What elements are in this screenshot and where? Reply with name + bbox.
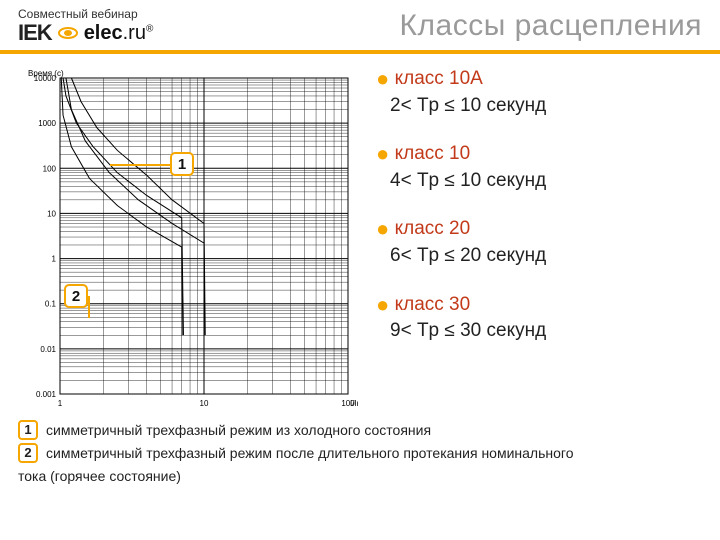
legend: 1 симметричный трехфазный режим из холодн… [0, 414, 720, 487]
class-name: класс 10А [395, 68, 483, 89]
trip-curve-chart: 1000010001001010.10.010.001110100Время (… [18, 64, 358, 414]
chart-marker-2: 2 [64, 284, 88, 308]
accent-rule [0, 50, 720, 54]
webinar-label: Совместный вебинар [18, 8, 153, 20]
legend-row-1: 1 симметричный трехфазный режим из холодн… [18, 420, 702, 441]
chart-marker-1: 1 [170, 152, 194, 176]
class-name: класс 10 [395, 143, 471, 164]
svg-text:0.01: 0.01 [40, 345, 56, 354]
class-name: класс 30 [395, 294, 471, 315]
class-sub: 4< Tp ≤ 10 секунд [390, 170, 546, 191]
class-sub: 6< Tp ≤ 20 секунд [390, 245, 546, 266]
content: 1000010001001010.10.010.001110100Время (… [0, 64, 720, 414]
logo-block: Совместный вебинар IEK elec.ru® [18, 8, 153, 44]
svg-text:10: 10 [200, 399, 209, 408]
bullet-icon: ● [376, 66, 389, 91]
svg-text:1000: 1000 [38, 119, 56, 128]
class-item-2: ● класс 20 6< Tp ≤ 20 секунд [376, 216, 702, 269]
class-name: класс 20 [395, 218, 471, 239]
class-item-0: ● класс 10А 2< Tp ≤ 10 секунд [376, 66, 702, 119]
svg-text:1: 1 [58, 399, 63, 408]
elec-logo: elec.ru® [84, 23, 154, 43]
bullet-icon: ● [376, 216, 389, 241]
svg-text:I/Iн: I/Iн [350, 399, 358, 408]
svg-text:10: 10 [47, 209, 56, 218]
page-title: Классы расцепления [153, 9, 702, 43]
svg-text:100: 100 [43, 164, 57, 173]
logos-row: IEK elec.ru® [18, 22, 153, 44]
swoosh-icon [58, 25, 78, 41]
svg-text:1: 1 [52, 255, 57, 264]
legend-marker: 1 [18, 420, 38, 440]
svg-text:Время (с): Время (с) [28, 69, 64, 78]
class-sub: 9< Tp ≤ 30 секунд [390, 320, 546, 341]
header: Совместный вебинар IEK elec.ru® Классы р… [0, 0, 720, 48]
class-list: ● класс 10А2< Tp ≤ 10 секунд● класс 104<… [376, 64, 702, 414]
bullet-icon: ● [376, 141, 389, 166]
chart-svg: 1000010001001010.10.010.001110100Время (… [18, 64, 358, 414]
legend-row-2: 2 симметричный трехфазный режим после дли… [18, 443, 702, 464]
class-item-3: ● класс 30 9< Tp ≤ 30 секунд [376, 292, 702, 345]
class-item-1: ● класс 10 4< Tp ≤ 10 секунд [376, 141, 702, 194]
legend-continuation: тока (горячее состояние) [18, 466, 702, 487]
bullet-icon: ● [376, 292, 389, 317]
svg-text:0.001: 0.001 [36, 390, 57, 399]
legend-marker: 2 [18, 443, 38, 463]
legend-text: симметричный трехфазный режим из холодно… [46, 420, 702, 441]
class-sub: 2< Tp ≤ 10 секунд [390, 95, 546, 116]
legend-text: симметричный трехфазный режим после длит… [46, 443, 702, 464]
svg-text:0.1: 0.1 [45, 300, 57, 309]
iek-logo: IEK [18, 22, 52, 44]
